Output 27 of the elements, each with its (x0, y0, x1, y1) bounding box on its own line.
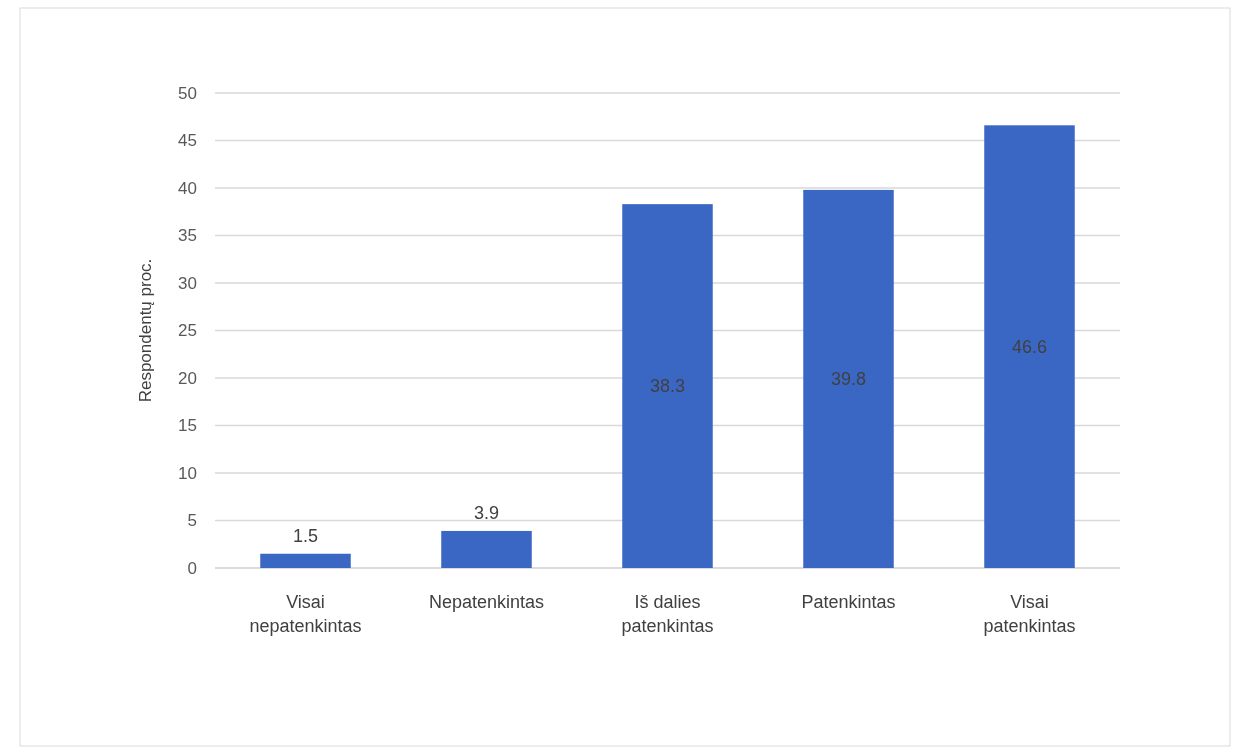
data-label: 1.5 (292, 525, 319, 546)
x-tick-label: Iš dalies patenkintas (621, 592, 714, 636)
y-tick-label: 50 (178, 83, 197, 103)
x-tick-label: Nepatenkintas (428, 592, 545, 612)
y-axis-title: Respondentų proc. (136, 258, 155, 403)
x-tick-label: Visai patenkintas (983, 592, 1076, 636)
y-tick-label: 10 (178, 463, 197, 483)
y-tick-label: 20 (178, 368, 197, 388)
y-tick-label: 25 (178, 321, 197, 341)
bar (441, 530, 532, 568)
x-tick-label: Visai nepatenkintas (249, 592, 362, 636)
data-label: 46.6 (1011, 336, 1048, 357)
y-tick-label: 5 (187, 511, 197, 531)
y-tick-label: 45 (178, 131, 197, 151)
bar (260, 553, 351, 568)
bar (803, 189, 894, 568)
data-label: 39.8 (830, 368, 867, 389)
bar (984, 125, 1075, 568)
x-tick-label: Patenkintas (801, 592, 896, 612)
y-tick-label: 30 (178, 273, 197, 293)
y-tick-label: 40 (178, 178, 197, 198)
bar (622, 204, 713, 568)
y-tick-label: 15 (178, 416, 197, 436)
y-tick-label: 35 (178, 226, 197, 246)
y-tick-label: 0 (187, 558, 197, 578)
data-label: 38.3 (649, 376, 686, 397)
data-label: 3.9 (473, 502, 500, 523)
